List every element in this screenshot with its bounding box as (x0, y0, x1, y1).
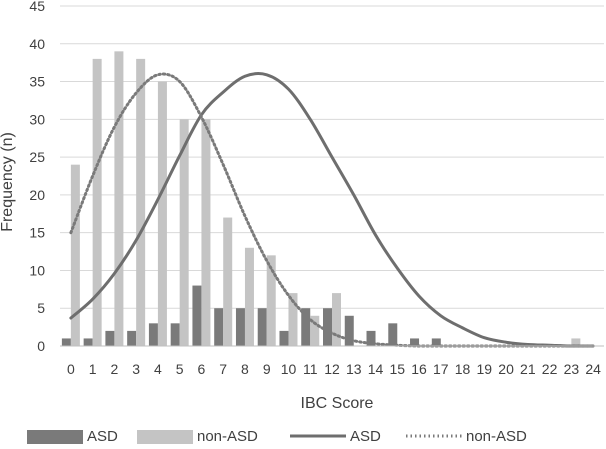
x-tick-label: 19 (477, 361, 493, 377)
x-tick-label: 0 (67, 361, 75, 377)
bar-non-asd (157, 81, 167, 347)
x-tick-label: 18 (455, 361, 471, 377)
legend-label: ASD (350, 428, 381, 444)
legend-item: non-ASD (406, 428, 527, 445)
y-tick-label: 40 (29, 36, 45, 52)
x-tick-label: 7 (219, 361, 227, 377)
bar-asd (301, 308, 311, 346)
bar-asd (431, 338, 441, 346)
bar-asd (366, 330, 376, 346)
bar-non-asd (136, 58, 146, 347)
line-asd (69, 72, 595, 348)
legend-swatch (137, 430, 193, 444)
x-tick-label: 13 (346, 361, 362, 377)
x-tick-label: 12 (324, 361, 340, 377)
bar-asd (214, 308, 224, 346)
bar-non-asd (92, 58, 102, 347)
x-tick-label: 3 (132, 361, 140, 377)
bar-non-asd (244, 247, 254, 346)
y-tick-label: 30 (29, 111, 45, 127)
bar-asd (148, 323, 158, 346)
bar-non-asd (310, 315, 320, 346)
x-tick-label: 9 (263, 361, 271, 377)
x-tick-label: 16 (411, 361, 427, 377)
y-tick-label: 35 (29, 74, 45, 90)
x-tick-label: 11 (303, 361, 318, 377)
bar-non-asd (201, 119, 211, 346)
x-tick-label: 5 (176, 361, 184, 377)
bar-asd (235, 308, 245, 346)
x-tick-labels: 0 1 2 3 4 5 6 7 8 9 10 11 12 13 14 15 16 17 18 19 20 21 22 23 24 (67, 361, 601, 377)
bar-non-asd (114, 51, 124, 346)
x-tick-label: 14 (368, 361, 384, 377)
bar-asd (170, 323, 180, 346)
x-tick-label: 15 (389, 361, 405, 377)
y-tick-label: 45 (29, 0, 45, 14)
bars (61, 51, 581, 347)
x-tick-label: 17 (433, 361, 449, 377)
x-tick-label: 21 (520, 361, 536, 377)
bar-asd (105, 330, 115, 346)
x-tick-label: 2 (111, 361, 119, 377)
bar-non-asd (70, 164, 80, 346)
x-tick-label: 10 (281, 361, 297, 377)
y-axis-title: Frequency (n) (0, 132, 16, 232)
bar-non-asd (266, 255, 276, 346)
y-tick-label: 10 (29, 262, 45, 278)
y-tick-label: 20 (29, 187, 45, 203)
x-tick-label: 8 (241, 361, 249, 377)
bar-asd (61, 338, 71, 346)
bar-non-asd (571, 338, 581, 346)
x-tick-label: 23 (564, 361, 580, 377)
legend-label: non-ASD (197, 428, 258, 444)
bar-asd (410, 338, 420, 346)
x-tick-label: 6 (198, 361, 206, 377)
bar-asd (344, 315, 354, 346)
y-tick-label: 5 (37, 300, 45, 316)
bar-asd (83, 338, 93, 346)
x-tick-label: 20 (498, 361, 514, 377)
y-tick-label: 25 (29, 149, 45, 165)
x-tick-label: 1 (89, 361, 97, 377)
x-tick-label: 24 (585, 361, 601, 377)
bar-asd (257, 308, 267, 346)
y-tick-label: 15 (29, 225, 45, 241)
legend: ASD non-ASD ASD non-ASD (27, 428, 527, 445)
y-tick-label: 0 (37, 338, 45, 354)
bar-non-asd (223, 217, 233, 346)
bar-non-asd (332, 293, 341, 346)
x-tick-label: 22 (542, 361, 558, 377)
x-tick-label: 4 (154, 361, 162, 377)
bar-asd (192, 285, 202, 346)
legend-label: ASD (87, 428, 118, 444)
legend-item: ASD (27, 428, 118, 445)
bar-asd (279, 330, 289, 346)
y-tick-labels: 0 5 10 15 20 25 30 35 40 45 (29, 0, 45, 354)
bar-asd (388, 323, 398, 346)
bar-asd (323, 308, 332, 346)
bar-non-asd (179, 119, 189, 346)
legend-item: ASD (290, 428, 381, 445)
bar-asd (127, 330, 137, 346)
x-axis-title: IBC Score (301, 395, 374, 412)
bar-non-asd (288, 293, 298, 346)
legend-item: non-ASD (137, 428, 258, 445)
legend-swatch (27, 430, 83, 444)
legend-label: non-ASD (466, 428, 527, 444)
